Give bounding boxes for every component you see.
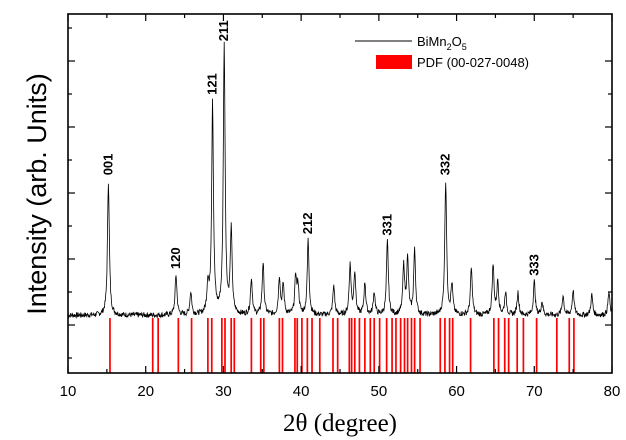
peak-index-label: 212 bbox=[300, 213, 315, 235]
x-tick-label: 80 bbox=[604, 383, 621, 400]
x-tick-label: 40 bbox=[293, 383, 310, 400]
x-axis-label: 2θ (degree) bbox=[283, 410, 397, 437]
x-tick-label: 10 bbox=[60, 383, 77, 400]
x-tick-label: 20 bbox=[137, 383, 154, 400]
legend-label-reference: PDF (00-027-0048) bbox=[417, 55, 529, 70]
axes: 10 20 30 40 50 60 70 80 bbox=[60, 14, 621, 400]
legend-bar-swatch bbox=[376, 55, 412, 69]
peak-index-label: 001 bbox=[100, 154, 115, 176]
x-tick-label: 50 bbox=[371, 383, 388, 400]
peak-index-label: 211 bbox=[216, 20, 231, 41]
legend-label-pattern: BiMn2O5 bbox=[417, 34, 467, 52]
diffraction-pattern-line bbox=[67, 41, 613, 319]
peak-index-label: 333 bbox=[526, 254, 541, 276]
y-axis-label: Intensity (arb. Units) bbox=[22, 73, 52, 315]
x-tick-label: 30 bbox=[215, 383, 232, 400]
peak-index-label: 331 bbox=[379, 214, 394, 236]
x-tick-label: 60 bbox=[448, 383, 465, 400]
peak-index-label: 120 bbox=[168, 247, 183, 269]
peak-index-label: 121 bbox=[205, 73, 220, 95]
plot-frame bbox=[67, 13, 613, 374]
legend: BiMn2O5 PDF (00-027-0048) bbox=[355, 34, 529, 70]
x-tick-label: 70 bbox=[526, 383, 543, 400]
peak-index-label: 332 bbox=[438, 154, 453, 176]
plot-area: 001 120 121 211 212 331 332 333 bbox=[67, 20, 613, 373]
